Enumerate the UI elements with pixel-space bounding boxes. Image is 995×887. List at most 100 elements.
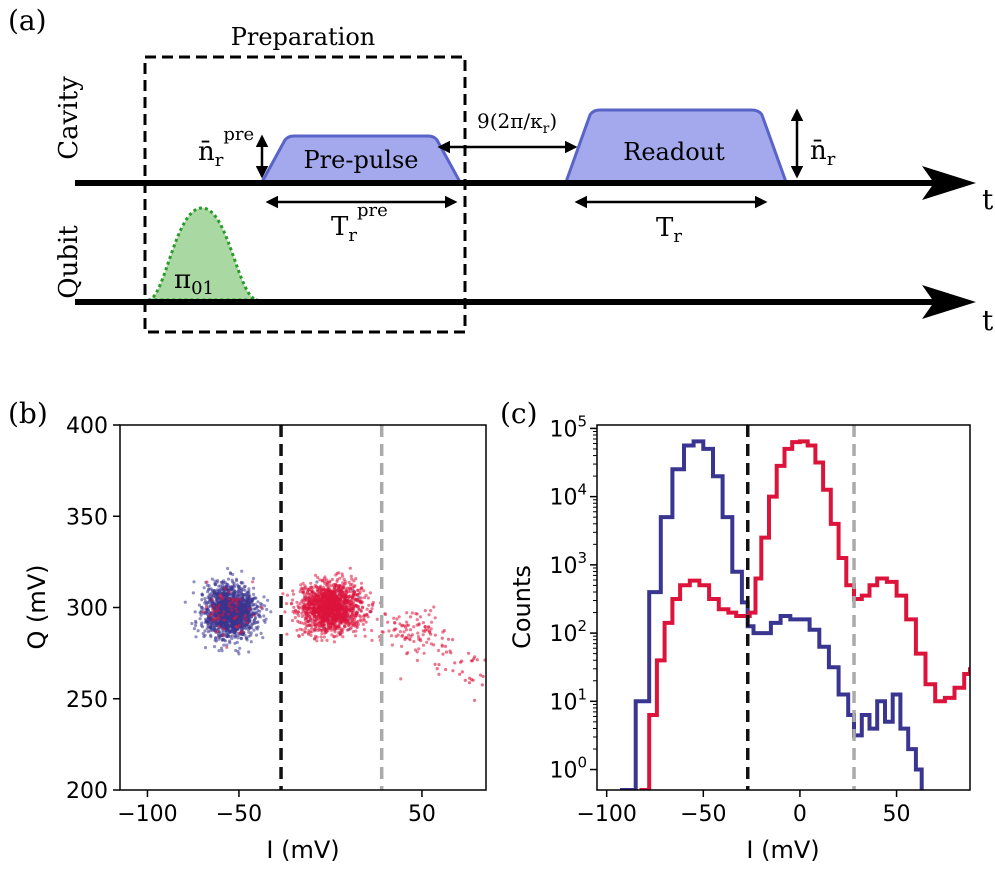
scatter-point — [244, 596, 248, 600]
scatter-point — [332, 635, 336, 639]
scatter-point — [310, 590, 314, 594]
scatter-point — [467, 681, 472, 685]
scatter-point — [249, 631, 253, 635]
scatter-point — [254, 633, 259, 637]
scatter-point — [249, 604, 253, 609]
scatter-point — [390, 643, 394, 647]
scatter-point — [305, 610, 309, 615]
scatter-point — [339, 596, 343, 600]
scatter-point — [320, 628, 324, 633]
scatter-point — [337, 585, 341, 590]
scatter-point — [317, 593, 321, 598]
cavity-time-label: t — [982, 183, 994, 216]
scatter-point — [220, 613, 225, 617]
scatter-point — [353, 618, 357, 622]
scatter-point — [285, 632, 289, 636]
scatter-point — [478, 673, 483, 677]
scatter-point — [220, 586, 224, 590]
cavity-label: Cavity — [54, 76, 84, 160]
scatter-point — [333, 630, 337, 634]
scatter-point — [210, 618, 214, 622]
scatter-point — [309, 581, 313, 585]
scatter-point — [354, 597, 358, 601]
scatter-point — [333, 618, 337, 622]
scatter-point — [194, 619, 198, 623]
pi-pulse-shape — [147, 206, 259, 302]
scatter-point — [210, 597, 214, 602]
scatter-point — [209, 587, 213, 591]
scatter-point — [281, 592, 285, 596]
scatter-point — [399, 677, 403, 681]
scatter-point — [357, 592, 361, 596]
scatter-point — [303, 627, 307, 631]
scatter-point — [433, 616, 437, 620]
scatter-point — [295, 600, 299, 605]
scatter-point — [228, 571, 233, 575]
scatter-point — [375, 617, 379, 621]
panel-a: (a) Preparation Cavity Qubit Pre-pulse R… — [8, 4, 994, 337]
scatter-point — [351, 630, 355, 634]
scatter-point — [314, 618, 318, 622]
scatter-point — [335, 595, 339, 599]
scatter-point — [253, 613, 257, 618]
scatter-point — [317, 597, 321, 601]
scatter-point — [348, 566, 352, 570]
scatter-point — [217, 603, 221, 608]
scatter-point — [266, 598, 270, 602]
x-axis-label: I (mV) — [266, 836, 339, 864]
scatter-point — [200, 625, 205, 629]
scatter-point — [400, 644, 404, 649]
histogram-excited — [639, 439, 970, 790]
scatter-point — [211, 604, 216, 608]
scatter-point — [355, 605, 359, 609]
scatter-point — [226, 634, 230, 638]
pi-pulse-label: π01 — [174, 265, 214, 299]
scatter-point — [227, 616, 231, 620]
scatter-point — [425, 640, 429, 644]
scatter-point — [323, 575, 327, 579]
scatter-point — [381, 630, 385, 634]
scatter-point — [339, 632, 343, 636]
scatter-point — [223, 586, 227, 591]
scatter-point — [426, 625, 430, 629]
scatter-point — [356, 622, 360, 627]
scatter-point — [249, 640, 253, 644]
scatter-point — [341, 627, 345, 631]
scatter-point — [409, 634, 413, 638]
scatter-point — [255, 627, 259, 631]
scatter-point — [299, 583, 303, 587]
scatter-point — [360, 605, 365, 609]
scatter-point — [417, 647, 421, 651]
scatter-point — [304, 598, 308, 602]
scatter-point — [239, 591, 243, 595]
scatter-point — [202, 610, 206, 614]
scatter-point — [437, 663, 441, 667]
scatter-point — [309, 609, 313, 614]
scatter-point — [392, 616, 396, 620]
scatter-point — [423, 609, 427, 613]
scatter-point — [245, 636, 249, 640]
scatter-point — [237, 652, 241, 656]
scatter-point — [230, 605, 234, 610]
scatter-point — [320, 631, 324, 636]
scatter-point — [415, 612, 419, 616]
preparation-label: Preparation — [231, 23, 376, 51]
scatter-point — [363, 614, 367, 618]
scatter-point — [289, 601, 294, 605]
y-tick-label: 104 — [549, 481, 587, 511]
scatter-point — [325, 638, 329, 643]
scatter-point — [348, 627, 352, 631]
scatter-point — [347, 580, 351, 585]
scatter-point — [325, 607, 329, 611]
scatter-point — [237, 616, 241, 620]
y-tick-label: 101 — [549, 685, 587, 715]
scatter-point — [205, 583, 209, 587]
scatter-point — [247, 650, 251, 654]
scatter-point — [358, 618, 362, 622]
scatter-point — [303, 613, 307, 617]
scatter-point — [249, 612, 253, 616]
y-tick-label: 200 — [66, 779, 108, 804]
histogram-ground — [620, 439, 924, 790]
scatter-point — [446, 637, 451, 641]
scatter-point — [202, 635, 206, 639]
